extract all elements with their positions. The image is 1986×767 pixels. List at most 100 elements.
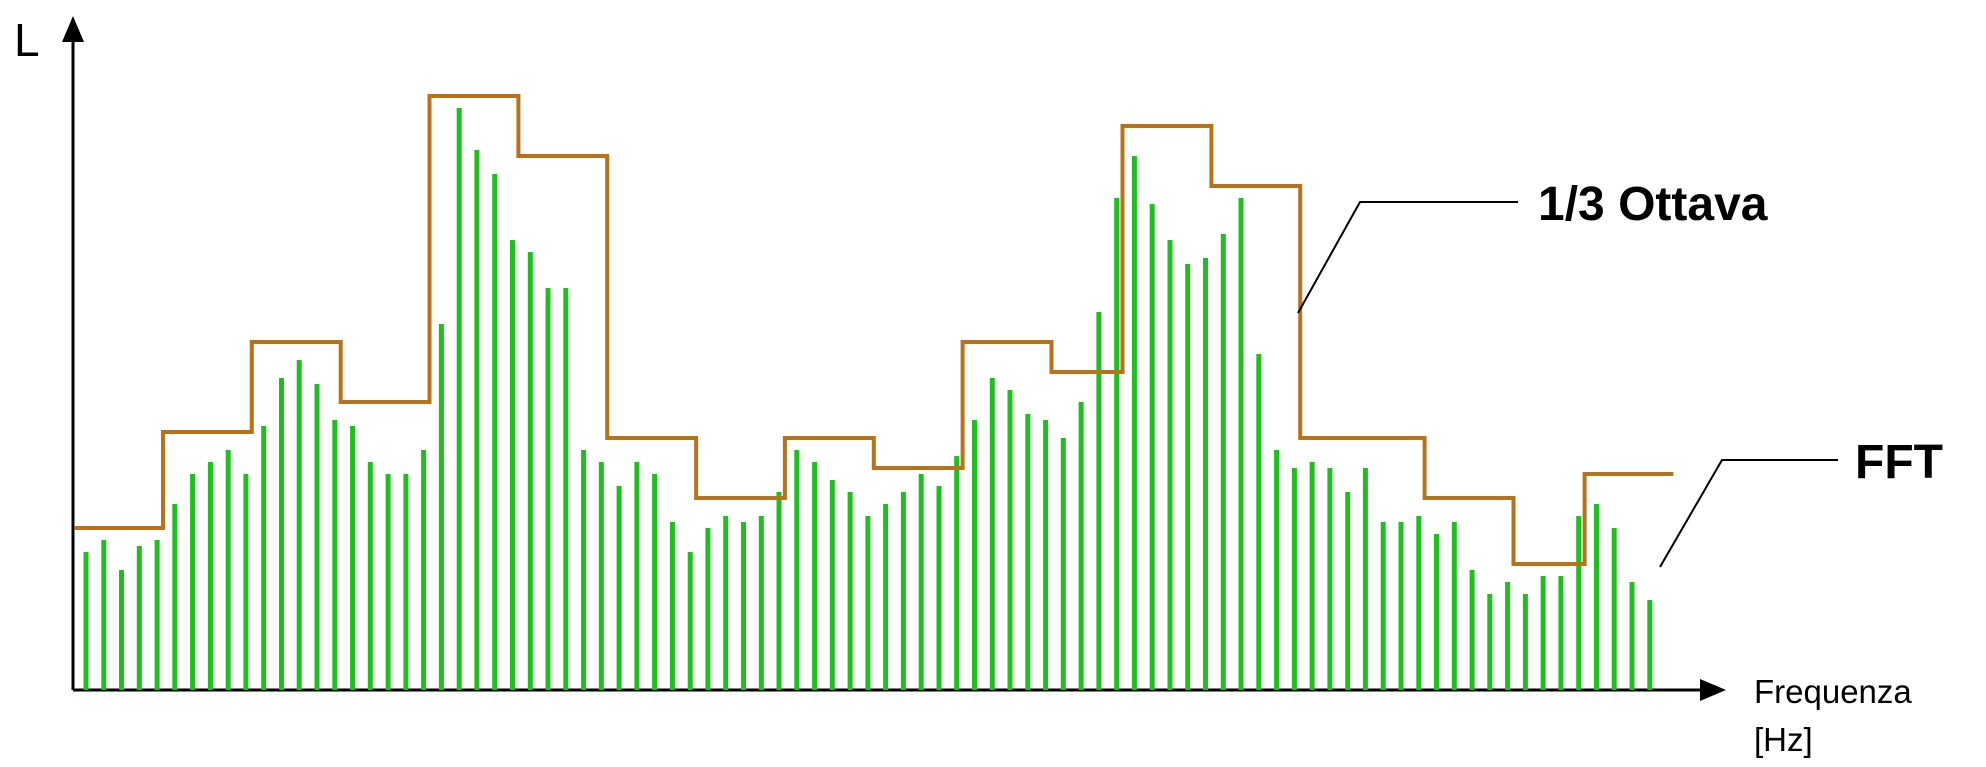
fft-bar xyxy=(350,426,356,690)
fft-bar xyxy=(918,474,924,690)
fft-bar xyxy=(1647,600,1653,690)
fft-bar xyxy=(1629,582,1635,690)
fft-bar xyxy=(207,462,213,690)
fft-bar xyxy=(314,384,320,690)
fft-bar xyxy=(1256,354,1262,690)
fft-bar xyxy=(581,450,587,690)
fft-bar xyxy=(1487,594,1493,690)
fft-bar xyxy=(829,480,835,690)
fft-bar xyxy=(279,378,284,690)
fft-bar xyxy=(900,492,906,690)
fft-bar xyxy=(1220,234,1226,690)
fft-bar xyxy=(261,426,267,690)
fft-bar xyxy=(1345,492,1351,690)
fft-bar xyxy=(1540,576,1546,690)
third-octave-step-line xyxy=(74,94,1674,566)
fft-bar xyxy=(1576,516,1582,690)
fft-bar xyxy=(1309,462,1315,690)
fft-bar xyxy=(812,462,818,690)
fft-bar xyxy=(1611,528,1617,690)
fft-bar xyxy=(101,540,107,690)
fft-bar xyxy=(1362,468,1368,690)
fft-bar xyxy=(1096,312,1102,690)
fft-bar xyxy=(456,108,462,690)
fft-bar xyxy=(421,450,427,690)
fft-bar xyxy=(403,474,409,690)
fft-bar xyxy=(1505,582,1511,690)
fft-bar xyxy=(741,522,746,690)
x-axis-label-line2: [Hz] xyxy=(1754,721,1813,758)
third-octave-leader-line xyxy=(1297,201,1518,314)
fft-bar xyxy=(1434,534,1439,690)
fft-bar xyxy=(438,324,444,690)
fft-bar xyxy=(243,474,249,690)
fft-bar xyxy=(723,516,729,690)
fft-bar xyxy=(1594,504,1599,690)
fft-bar xyxy=(687,552,693,690)
fft-bar xyxy=(1078,402,1084,690)
fft-bar xyxy=(1522,594,1528,690)
fft-bar xyxy=(119,570,124,690)
fft-bar xyxy=(83,552,89,690)
fft-bar xyxy=(1274,450,1280,690)
fft-bar xyxy=(136,546,142,690)
fft-bar xyxy=(1558,576,1564,690)
fft-bar xyxy=(474,150,480,690)
fft-bar xyxy=(1398,522,1404,690)
fft-bar xyxy=(758,516,764,690)
fft-bar xyxy=(1149,204,1155,690)
fft-bar xyxy=(172,504,178,690)
fft-bar xyxy=(296,360,302,690)
fft-bar xyxy=(865,516,871,690)
fft-bar xyxy=(1114,198,1120,690)
fft-bar-group xyxy=(83,108,1653,690)
fft-bar xyxy=(190,474,196,690)
fft-legend-label: FFT xyxy=(1855,436,1943,489)
fft-bar xyxy=(1131,156,1137,690)
fft-bar xyxy=(705,528,711,690)
fft-bar xyxy=(1203,258,1208,690)
fft-bar xyxy=(1007,390,1013,690)
x-axis-label-line1: Frequenza xyxy=(1754,673,1912,710)
fft-bar xyxy=(776,492,782,690)
fft-leader-line xyxy=(1659,459,1838,568)
fft-bar xyxy=(1238,198,1244,690)
fft-bar xyxy=(972,420,977,690)
fft-bar xyxy=(1416,516,1422,690)
fft-bar xyxy=(1043,420,1049,690)
fft-bar xyxy=(669,522,675,690)
fft-bar xyxy=(367,462,373,690)
fft-bar xyxy=(225,450,231,690)
fft-bar xyxy=(989,378,995,690)
fft-bar xyxy=(545,288,551,690)
fft-bar xyxy=(652,474,658,690)
fft-bar xyxy=(492,174,498,690)
fft-bar xyxy=(1060,438,1066,690)
y-axis-arrow-icon xyxy=(62,16,84,42)
fft-bar xyxy=(1167,240,1173,690)
third-octave-legend-label: 1/3 Ottava xyxy=(1538,178,1768,231)
fft-bar xyxy=(1291,468,1297,690)
fft-bar xyxy=(616,486,622,690)
fft-bar xyxy=(598,462,604,690)
fft-bar xyxy=(332,420,338,690)
fft-bar xyxy=(563,288,569,690)
fft-bar xyxy=(510,240,515,690)
fft-bar xyxy=(954,456,960,690)
fft-bar xyxy=(1025,414,1031,690)
x-axis-arrow-icon xyxy=(1700,679,1726,701)
fft-bar xyxy=(1185,264,1191,690)
fft-bar xyxy=(1469,570,1475,690)
fft-bar xyxy=(883,504,889,690)
fft-bar xyxy=(385,474,391,690)
fft-bar xyxy=(527,252,533,690)
fft-bar xyxy=(794,450,800,690)
fft-bar xyxy=(1380,522,1386,690)
fft-bar xyxy=(936,486,942,690)
fft-bar xyxy=(154,540,160,690)
fft-bar xyxy=(1327,468,1333,690)
fft-bar xyxy=(634,462,640,690)
y-axis-label: L xyxy=(14,14,40,66)
fft-bar xyxy=(1451,522,1457,690)
